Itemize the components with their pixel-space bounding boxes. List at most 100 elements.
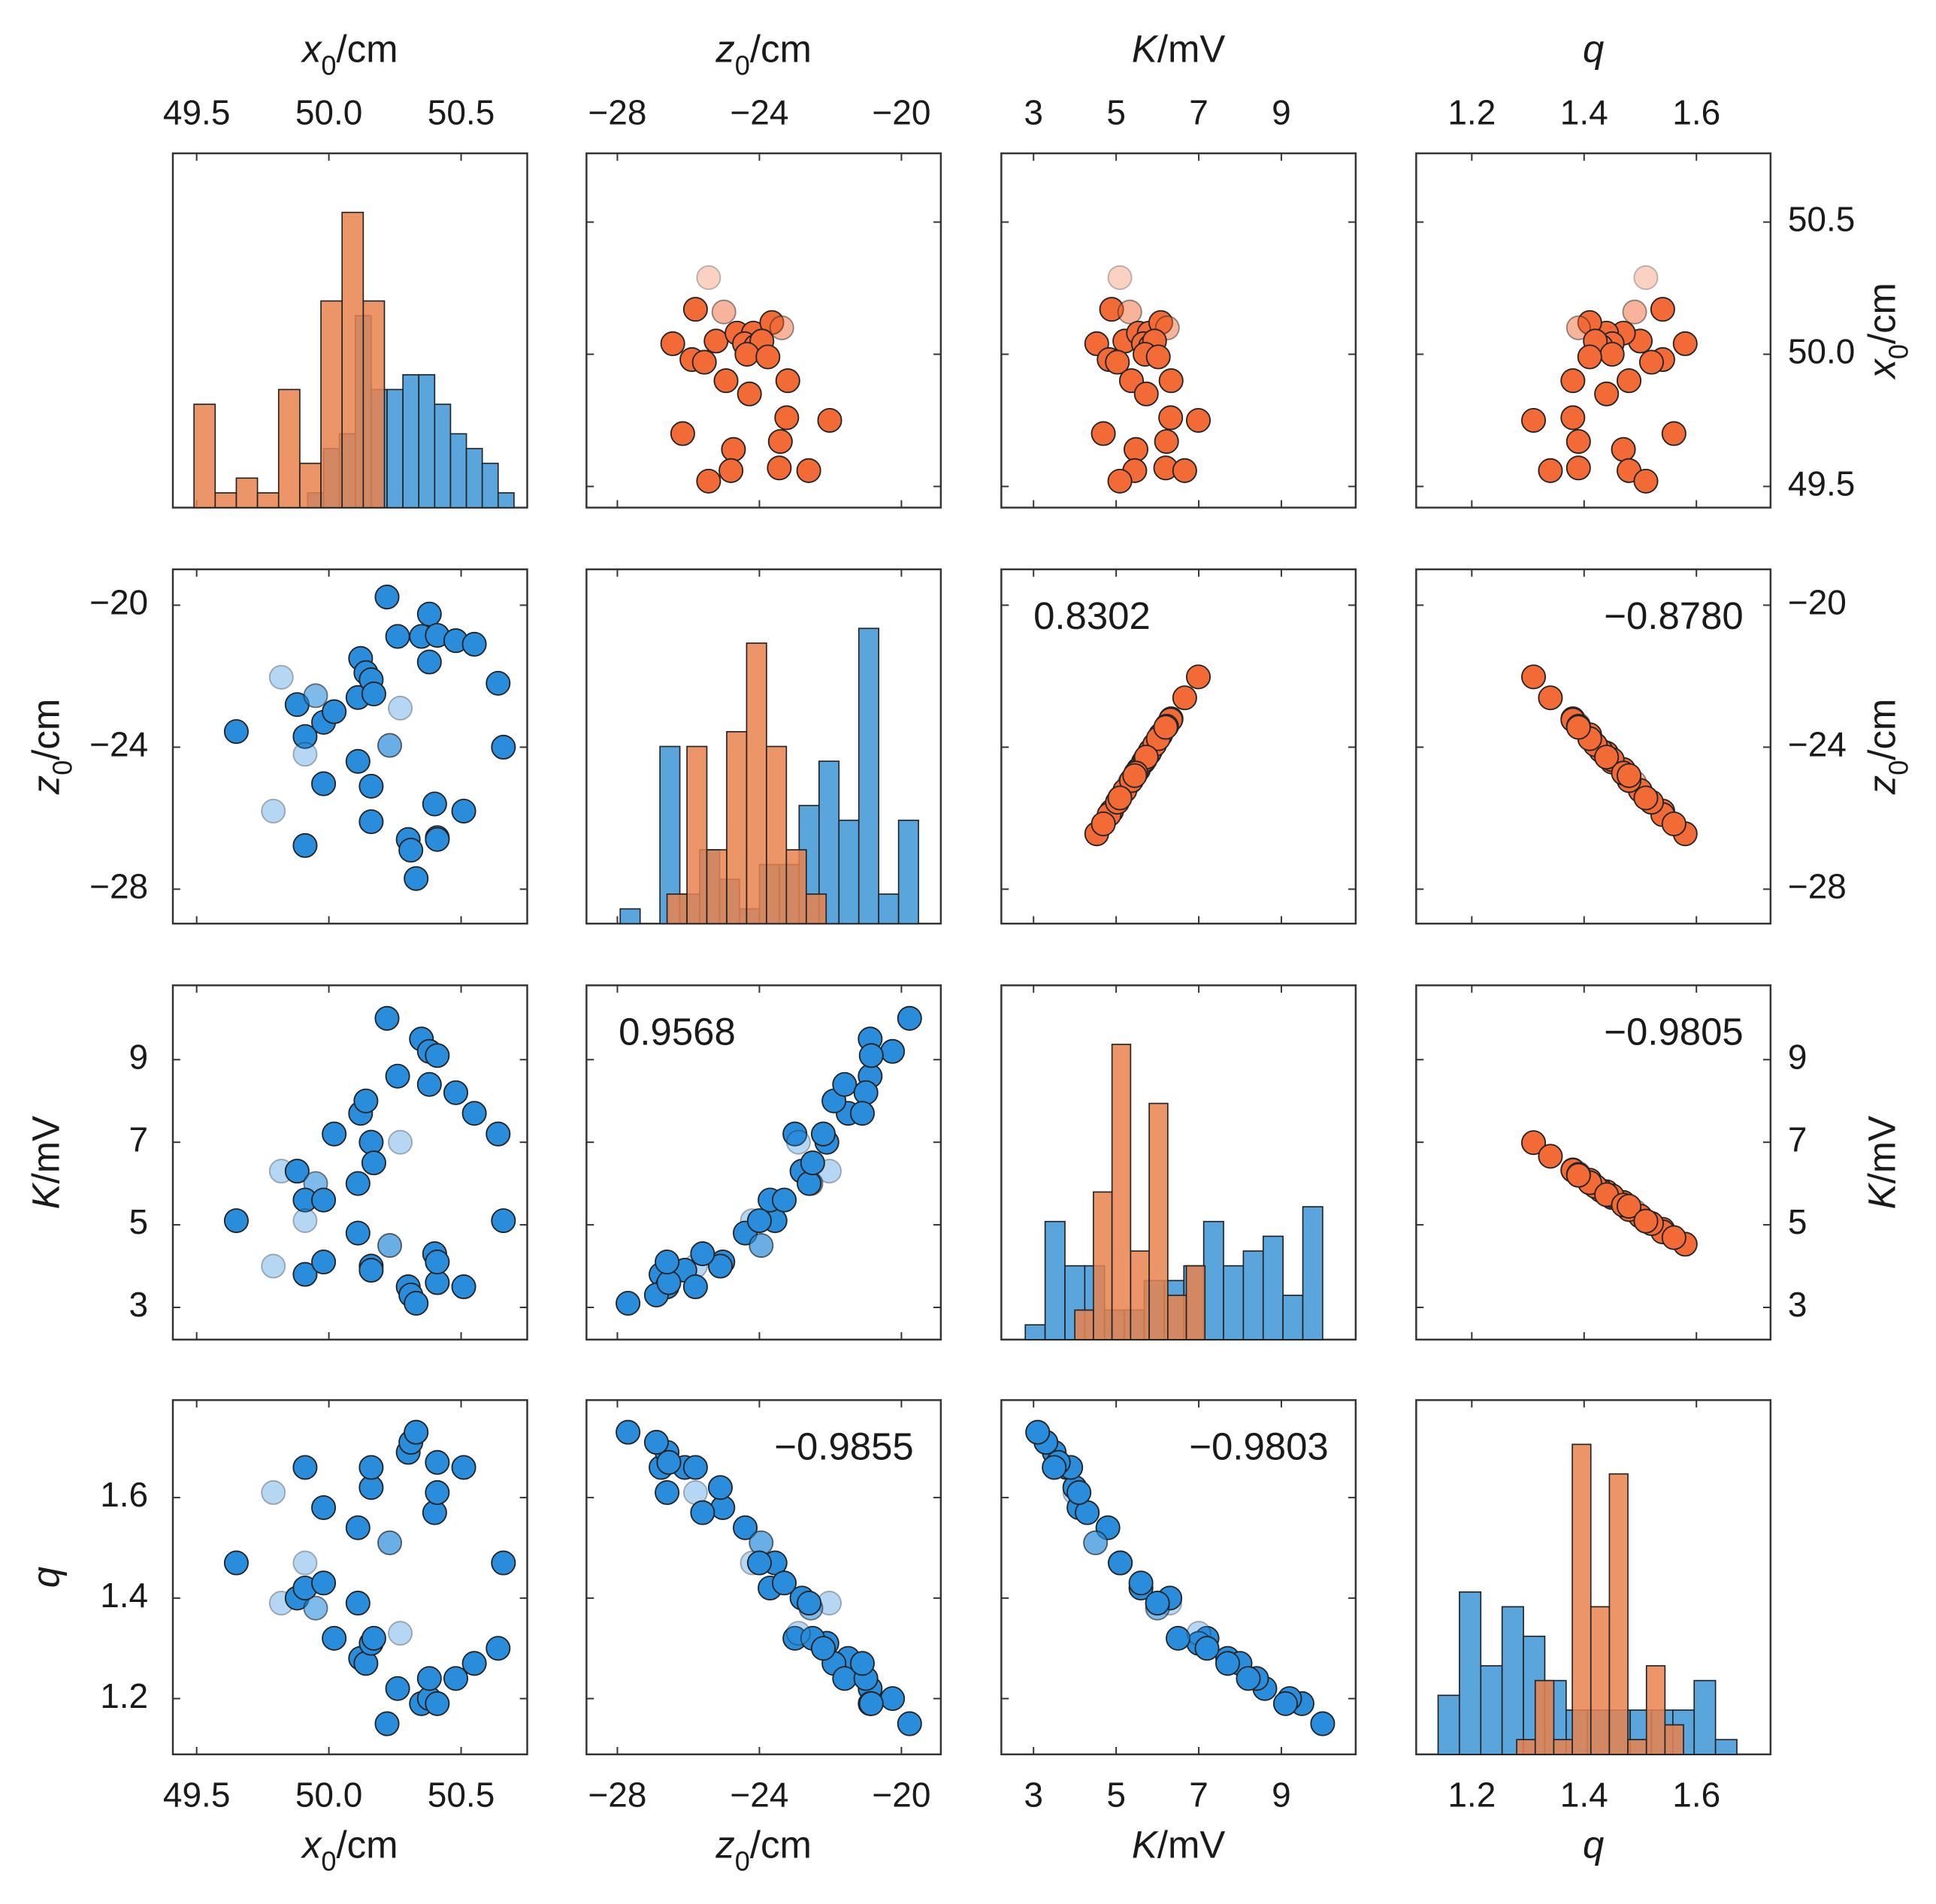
scatter-point [345,1220,371,1246]
scatter-point [853,1080,879,1105]
hist-bar [1534,1679,1555,1755]
scatter-point [311,1250,337,1275]
panel-frame [1415,984,1772,1341]
axis-symbol: x [300,1824,322,1866]
x-tick-label: 50.0 [295,1776,363,1815]
hist-bar [1223,1265,1245,1340]
scatter-point [797,1171,822,1196]
axis-subscript: 0 [321,1846,336,1877]
hist-bar [1282,1295,1304,1340]
x-tick-label: 1.6 [1672,1776,1720,1815]
hist-bar [1437,1694,1460,1755]
annotation: 0.9568 [619,1011,736,1053]
panel-frame [171,1399,528,1756]
scatter-point [1108,1550,1133,1576]
scatter-point [486,670,511,696]
scatter-point [377,733,403,758]
scatter-point [660,331,685,356]
scatter-point [361,1625,386,1651]
scatter-point [1672,331,1698,356]
scatter-point [284,1159,310,1184]
y-tick-label: 5 [1788,1202,1807,1241]
axis-title: K/mV [25,1116,68,1210]
scatter-point [1215,1651,1241,1676]
scatter-point [1185,664,1211,690]
scatter-point [358,1455,384,1480]
scatter-point [1145,1591,1170,1616]
axis-title: K/mV [1132,1824,1226,1866]
scatter-point [1538,1144,1563,1169]
scatter-point [1617,763,1642,788]
scatter-point [769,315,794,340]
hist-bar [805,893,827,925]
scatter-point [261,1253,286,1279]
hist-bar [1553,1739,1573,1755]
scatter-point [1107,785,1133,811]
axis-unit: /cm [337,1824,398,1866]
scatter-point [1158,368,1184,394]
y-tick-label: −28 [89,867,148,906]
scatter-point [1521,407,1547,433]
x-tick-label: 1.2 [1447,92,1496,131]
hist-bar [214,492,237,509]
x-tick-label: 9 [1272,1776,1291,1815]
scatter-point [377,1530,403,1555]
x-tick-label: 5 [1106,1776,1126,1815]
x-tick-label: 7 [1189,1776,1208,1815]
scatter-point [416,1666,442,1691]
scatter-point [1091,421,1116,446]
scatter-point [734,341,760,367]
scatter-point [711,299,737,325]
scatter-point [425,1043,450,1068]
hist-bar [402,373,420,509]
x-tick-label: 1.4 [1560,92,1608,131]
hist-bar [434,403,452,509]
annotation: −0.9805 [1604,1011,1743,1053]
scatter-point [1158,405,1184,431]
scatter-point [718,458,744,483]
y-tick-label: −24 [1788,725,1847,764]
scatter-point [767,455,792,481]
scatter-point [1066,1479,1092,1505]
scatter-point [311,771,337,796]
hist-bar [277,388,301,509]
scatter-point [771,1187,797,1213]
scatter-point [703,328,729,354]
scatter-point [361,1150,386,1176]
scatter-point [1661,811,1686,836]
axis-symbol: z [1861,775,1904,795]
axis-title: x0/cm [300,28,398,81]
hist-bar [746,642,767,925]
scatter-point [385,624,410,649]
scatter-point [849,1101,875,1126]
scatter-point [358,773,384,799]
scatter-point [691,349,717,375]
hist-bar [1074,1309,1094,1340]
y-tick-label: 49.5 [1788,464,1856,503]
hist-bar [1627,1739,1647,1755]
scatter-point [656,1449,682,1475]
scatter-point [361,682,386,707]
scatter-point [451,798,476,824]
hist-bar [299,462,322,509]
y-tick-label: 3 [1788,1285,1807,1324]
axis-title: q [1583,1824,1604,1866]
scatter-point [1565,315,1591,340]
scatter-point [1105,349,1130,375]
axis-title: x0/cm [300,1824,398,1877]
scatter-point [292,1455,318,1480]
axis-symbol: K [25,1182,68,1209]
hist-bar [235,477,259,509]
x-tick-label: 3 [1024,92,1043,131]
hist-bar [1590,1606,1611,1755]
scatter-point [880,1038,906,1064]
scatter-point [416,649,442,675]
hist-bar [1111,1044,1132,1340]
hist-bar [686,745,708,925]
axis-unit: /mV [1157,28,1226,71]
scatter-point [1123,437,1149,462]
scatter-point [1083,1530,1109,1555]
panel-frame [585,984,942,1341]
scatter-point [345,1171,371,1196]
